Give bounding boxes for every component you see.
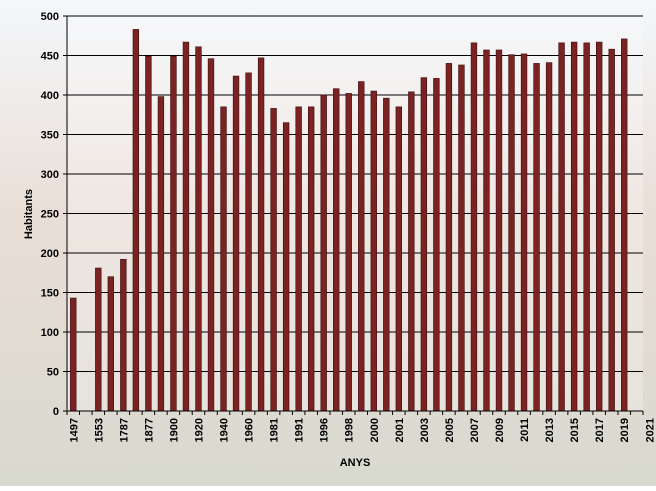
bar-1996 bbox=[320, 94, 327, 412]
x-tick-label: 1991 bbox=[294, 418, 306, 442]
bar-2016 bbox=[570, 41, 578, 412]
bar-1960 bbox=[245, 72, 252, 412]
y-tick-label: 100 bbox=[41, 327, 59, 339]
x-tick-label: 1497 bbox=[68, 418, 80, 442]
x-tick-label: 2001 bbox=[394, 418, 406, 442]
x-tick-label: 2003 bbox=[419, 418, 431, 442]
bar-1940 bbox=[220, 106, 227, 412]
bar-1787 bbox=[120, 259, 127, 412]
bar-1900 bbox=[170, 55, 177, 412]
x-tick-label: 2019 bbox=[619, 418, 631, 442]
bar-1970 bbox=[257, 57, 265, 412]
bar-1887 bbox=[157, 96, 165, 412]
y-tick-labels: 0 50 100 150 200 250 300 350 400 450 500 bbox=[41, 11, 59, 418]
x-tick-label: 1787 bbox=[118, 418, 130, 442]
x-tick-label: 1553 bbox=[93, 418, 105, 442]
x-tick-labels: 1497 1553 1787 1877 1900 1920 1940 1960 1981 1991… bbox=[68, 418, 656, 442]
bar-1877 bbox=[145, 55, 152, 412]
bar-1950 bbox=[232, 75, 240, 412]
bar-2010 bbox=[495, 49, 503, 412]
bar-2007 bbox=[458, 64, 465, 412]
axes bbox=[66, 16, 644, 415]
y-axis-label: Habitants bbox=[23, 189, 35, 239]
x-tick-label: 1877 bbox=[143, 418, 155, 442]
bar-2002 bbox=[395, 106, 403, 412]
bar-2013 bbox=[533, 63, 540, 412]
y-tick-label: 0 bbox=[53, 406, 59, 418]
bar-1930 bbox=[207, 58, 215, 412]
bar-2015 bbox=[558, 42, 565, 412]
x-tick-label: 1996 bbox=[319, 418, 331, 442]
bar-1910 bbox=[182, 41, 190, 412]
x-tick-label: 2013 bbox=[544, 418, 556, 442]
y-tick-label: 200 bbox=[41, 248, 59, 260]
x-tick-label: 2009 bbox=[494, 418, 506, 442]
bar-1998 bbox=[345, 93, 352, 412]
bar-2020 bbox=[621, 38, 628, 412]
x-tick-label: 1940 bbox=[219, 418, 231, 442]
y-tick-label: 500 bbox=[41, 11, 59, 23]
x-tick-label: 2015 bbox=[569, 418, 581, 442]
y-tick-label: 150 bbox=[41, 288, 59, 300]
x-tick-label: 1981 bbox=[269, 418, 281, 442]
bar-2012 bbox=[520, 53, 528, 412]
x-tick-label: 1960 bbox=[244, 418, 256, 442]
bar-1553 bbox=[95, 267, 102, 412]
bar-2006 bbox=[445, 63, 453, 412]
y-tick-label: 250 bbox=[41, 209, 59, 221]
x-tick-label: 2011 bbox=[519, 418, 531, 442]
bar-2009 bbox=[483, 49, 490, 412]
bar-2008 bbox=[470, 42, 478, 412]
bar-2001 bbox=[383, 97, 390, 412]
x-tick-label: 1920 bbox=[193, 418, 205, 442]
y-tick-label: 300 bbox=[41, 169, 59, 181]
x-tick-label: 1998 bbox=[344, 418, 356, 442]
x-tick-label: 2017 bbox=[594, 418, 606, 442]
bar-2011 bbox=[508, 54, 515, 412]
y-tick-label: 400 bbox=[41, 90, 59, 102]
bar-1857 bbox=[132, 29, 140, 412]
x-tick-label: 2005 bbox=[444, 418, 456, 442]
bar-1995 bbox=[307, 106, 315, 412]
y-tick-label: 50 bbox=[47, 367, 59, 379]
bar-2018 bbox=[595, 41, 603, 412]
bar-1999 bbox=[358, 81, 365, 412]
bar-1991 bbox=[295, 106, 302, 412]
bar-2003 bbox=[408, 91, 415, 412]
x-axis-label: ANYS bbox=[340, 457, 371, 469]
x-tick-label: 2021 bbox=[644, 418, 656, 442]
bar-1497 bbox=[70, 297, 77, 412]
x-tick-label: 1900 bbox=[168, 418, 180, 442]
bar-2019 bbox=[608, 48, 615, 412]
bar-1986 bbox=[282, 122, 290, 412]
x-tick-label: 2000 bbox=[369, 418, 381, 442]
bar-2014 bbox=[545, 62, 553, 412]
bar-1981 bbox=[270, 108, 277, 412]
bar-1997 bbox=[333, 88, 340, 412]
bars bbox=[70, 29, 628, 412]
bar-2005 bbox=[433, 78, 440, 412]
bar-1920 bbox=[195, 46, 202, 412]
y-tick-label: 350 bbox=[41, 130, 59, 142]
bar-2004 bbox=[420, 77, 428, 412]
bar-1717 bbox=[107, 276, 115, 412]
y-tick-label: 450 bbox=[41, 51, 59, 63]
x-tick-label: 2007 bbox=[469, 418, 481, 442]
bar-2000 bbox=[370, 90, 377, 412]
bar-2017 bbox=[583, 42, 590, 412]
